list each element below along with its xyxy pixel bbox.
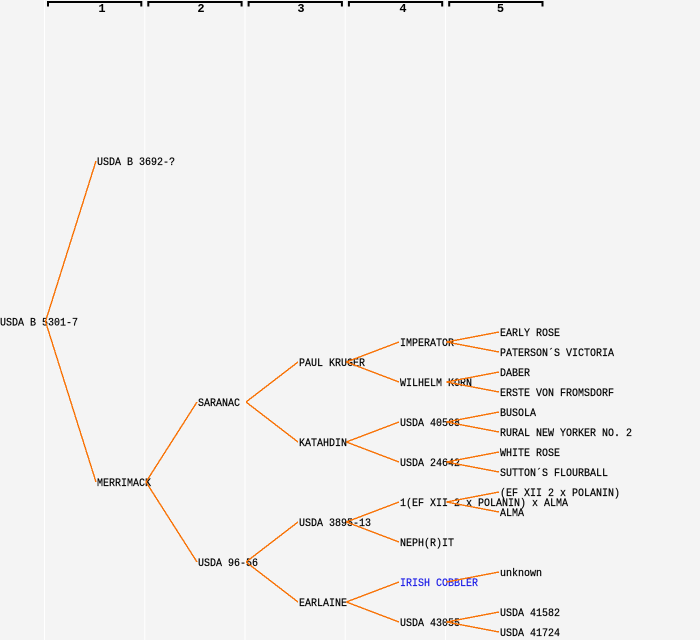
svg-text:DABER: DABER (500, 368, 530, 380)
svg-text:unknown: unknown (500, 568, 542, 580)
svg-text:USDA 41724: USDA 41724 (500, 628, 560, 640)
svg-text:EARLY ROSE: EARLY ROSE (500, 328, 560, 340)
svg-text:IRISH COBBLER: IRISH COBBLER (400, 578, 478, 590)
svg-text:KATAHDIN: KATAHDIN (299, 438, 347, 450)
svg-text:USDA 40568: USDA 40568 (400, 418, 460, 430)
svg-text:EARLAINE: EARLAINE (299, 598, 347, 610)
svg-text:IMPERATOR: IMPERATOR (400, 338, 454, 350)
svg-text:(EF XII 2 x POLANIN): (EF XII 2 x POLANIN) (500, 488, 620, 500)
svg-text:ERSTE VON FROMSDORF: ERSTE VON FROMSDORF (500, 388, 614, 400)
svg-text:RURAL NEW YORKER NO. 2: RURAL NEW YORKER NO. 2 (500, 428, 632, 440)
svg-text:5: 5 (497, 2, 504, 16)
svg-text:4: 4 (399, 2, 406, 16)
svg-text:USDA 3895-13: USDA 3895-13 (299, 518, 371, 530)
svg-text:USDA B 5301-7: USDA B 5301-7 (0, 318, 78, 330)
svg-text:PAUL KRUGER: PAUL KRUGER (299, 358, 365, 370)
svg-text:PATERSON´S VICTORIA: PATERSON´S VICTORIA (500, 347, 614, 360)
svg-text:2: 2 (197, 2, 204, 16)
svg-text:USDA 43055: USDA 43055 (400, 618, 460, 630)
svg-text:WHITE ROSE: WHITE ROSE (500, 448, 560, 460)
svg-text:SARANAC: SARANAC (198, 398, 240, 410)
svg-text:USDA B 3692-?: USDA B 3692-? (97, 157, 175, 169)
svg-text:3: 3 (297, 2, 304, 16)
svg-text:1(EF XII 2 x POLANIN) x ALMA: 1(EF XII 2 x POLANIN) x ALMA (400, 498, 568, 510)
svg-text:SUTTON´S FLOURBALL: SUTTON´S FLOURBALL (500, 467, 608, 480)
svg-text:MERRIMACK: MERRIMACK (97, 478, 151, 490)
svg-text:USDA 96-56: USDA 96-56 (198, 558, 258, 570)
svg-text:BUSOLA: BUSOLA (500, 408, 536, 420)
svg-text:ALMA: ALMA (500, 508, 524, 520)
svg-text:1: 1 (98, 2, 105, 16)
svg-text:USDA 24642: USDA 24642 (400, 458, 460, 470)
svg-text:NEPH(R)IT: NEPH(R)IT (400, 538, 454, 550)
svg-text:USDA 41582: USDA 41582 (500, 608, 560, 620)
